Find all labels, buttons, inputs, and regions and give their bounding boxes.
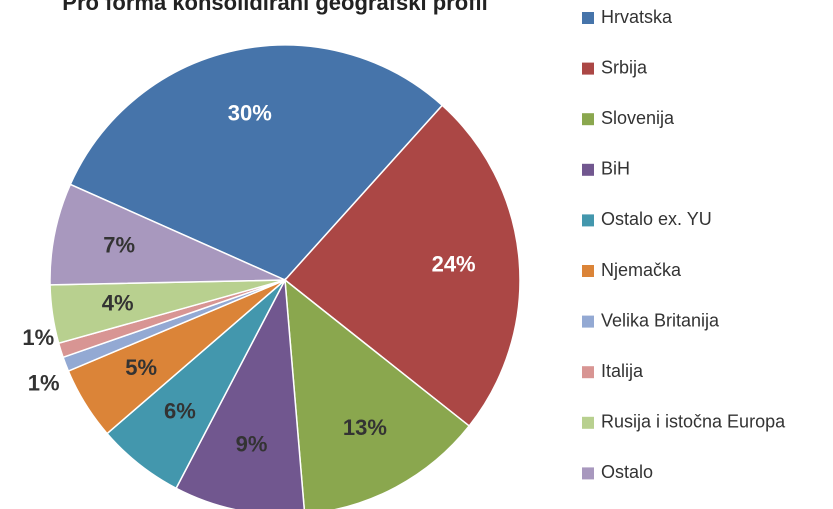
legend-swatch: [582, 163, 594, 176]
legend-swatch: [582, 416, 594, 429]
legend-label: Ostalo ex. YU: [601, 209, 712, 229]
legend-label: Slovenija: [601, 108, 675, 128]
legend-label: Srbija: [601, 57, 648, 77]
legend-label: Hrvatska: [601, 7, 673, 27]
data-label: 1%: [22, 325, 54, 350]
legend-label: Italija: [601, 361, 644, 381]
legend-label: BiH: [601, 159, 630, 179]
legend-swatch: [582, 265, 594, 277]
legend-swatch: [582, 113, 594, 126]
legend-swatch: [582, 12, 594, 24]
data-label: 1%: [28, 370, 60, 395]
legend-swatch: [582, 366, 594, 379]
data-label: 5%: [125, 355, 157, 380]
legend-swatch: [582, 62, 594, 75]
legend-swatch: [582, 214, 594, 227]
pie-slice: [49, 183, 286, 286]
data-label: 7%: [103, 232, 135, 257]
data-label: 9%: [236, 432, 268, 457]
legend-label: Ostalo: [601, 462, 653, 482]
pie-slice: [175, 277, 305, 509]
pie-slice: [283, 104, 521, 428]
pie-slice: [284, 278, 471, 509]
chart-title: Pro forma konsolidirani geografski profi…: [62, 0, 487, 15]
legend-label: Njemačka: [601, 260, 682, 280]
data-label: 30%: [228, 100, 272, 125]
data-label: 24%: [432, 252, 476, 277]
legend-label: Velika Britanija: [601, 310, 720, 330]
legend-label: Rusija i istočna Europa: [601, 412, 786, 432]
data-label: 13%: [343, 415, 387, 440]
data-label: 4%: [102, 291, 134, 316]
pie-slice: [69, 44, 444, 281]
legend-swatch: [582, 315, 594, 328]
legend-swatch: [582, 467, 594, 480]
data-label: 6%: [164, 398, 196, 423]
